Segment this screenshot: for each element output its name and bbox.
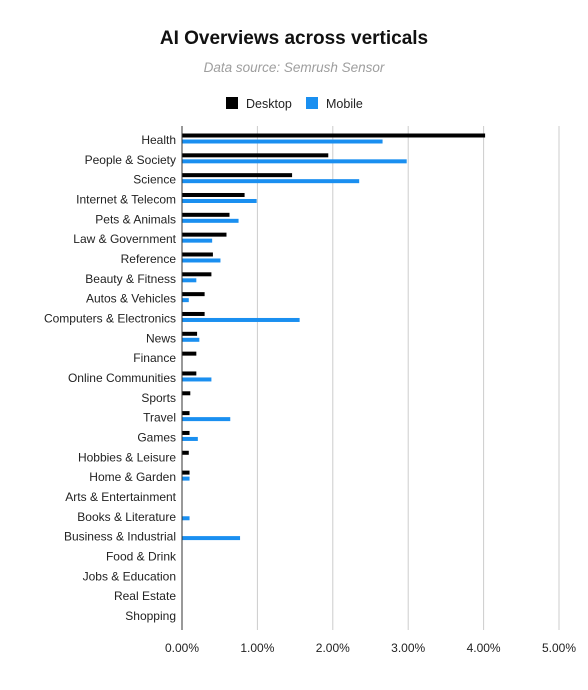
x-tick-label: 4.00% xyxy=(467,641,501,655)
bar-desktop-home-and-garden xyxy=(182,470,190,475)
bar-mobile-games xyxy=(182,436,198,441)
x-tick-label: 3.00% xyxy=(391,641,425,655)
gridlines xyxy=(256,126,560,630)
bar-mobile-pets-and-animals xyxy=(182,218,239,223)
category-label-computers-and-electronics: Computers & Electronics xyxy=(44,311,176,325)
bar-desktop-internet-and-telecom xyxy=(182,192,245,197)
bar-desktop-sports xyxy=(182,391,191,396)
legend-label-mobile: Mobile xyxy=(326,97,363,111)
category-label-reference: Reference xyxy=(121,252,177,266)
category-label-business-and-industrial: Business & Industrial xyxy=(64,530,176,544)
category-label-real-estate: Real Estate xyxy=(114,589,176,603)
bar-mobile-reference xyxy=(182,258,221,263)
bar-mobile-business-and-industrial xyxy=(182,536,241,541)
bar-mobile-science xyxy=(182,179,360,184)
bar-desktop-travel xyxy=(182,411,190,416)
bar-mobile-books-and-literature xyxy=(182,516,190,521)
bar-desktop-pets-and-animals xyxy=(182,212,230,217)
category-label-health: Health xyxy=(141,133,176,147)
bar-desktop-health xyxy=(182,133,486,138)
bar-mobile-autos-and-vehicles xyxy=(182,298,189,303)
bar-desktop-hobbies-and-leisure xyxy=(182,450,189,455)
bar-mobile-travel xyxy=(182,417,231,422)
category-label-finance: Finance xyxy=(133,351,176,365)
category-label-books-and-literature: Books & Literature xyxy=(77,510,176,524)
x-tick-label: 2.00% xyxy=(316,641,350,655)
category-label-hobbies-and-leisure: Hobbies & Leisure xyxy=(78,450,176,464)
category-label-travel: Travel xyxy=(143,411,176,425)
category-label-jobs-and-education: Jobs & Education xyxy=(83,569,176,583)
category-label-home-and-garden: Home & Garden xyxy=(89,470,176,484)
category-label-science: Science xyxy=(133,173,176,187)
x-tick-label: 1.00% xyxy=(240,641,274,655)
legend-swatch-desktop xyxy=(226,97,238,109)
category-label-sports: Sports xyxy=(141,391,176,405)
category-label-arts-and-entertainment: Arts & Entertainment xyxy=(65,490,176,504)
bar-desktop-beauty-and-fitness xyxy=(182,272,212,277)
bar-desktop-reference xyxy=(182,252,213,257)
category-label-beauty-and-fitness: Beauty & Fitness xyxy=(85,272,176,286)
legend-swatch-mobile xyxy=(306,97,318,109)
bar-mobile-law-and-government xyxy=(182,238,213,243)
category-label-internet-and-telecom: Internet & Telecom xyxy=(76,192,176,206)
bar-mobile-internet-and-telecom xyxy=(182,198,257,203)
bar-mobile-beauty-and-fitness xyxy=(182,278,197,283)
bar-mobile-home-and-garden xyxy=(182,476,190,481)
category-label-pets-and-animals: Pets & Animals xyxy=(95,212,176,226)
bar-desktop-people-and-society xyxy=(182,153,329,158)
chart-title: AI Overviews across verticals xyxy=(159,28,429,49)
category-label-news: News xyxy=(146,331,176,345)
category-label-people-and-society: People & Society xyxy=(85,153,176,167)
category-label-online-communities: Online Communities xyxy=(68,371,176,385)
bar-desktop-news xyxy=(182,331,198,336)
legend-label-desktop: Desktop xyxy=(246,97,292,111)
category-label-food-and-drink: Food & Drink xyxy=(106,549,177,563)
category-labels: Health People & Society Science Internet & … xyxy=(44,133,177,623)
chart-subtitle: Data source: Semrush Sensor xyxy=(203,60,385,75)
bar-mobile-online-communities xyxy=(182,377,212,382)
category-label-games: Games xyxy=(137,430,176,444)
bar-desktop-games xyxy=(182,430,190,435)
bar-mobile-computers-and-electronics xyxy=(182,317,300,322)
x-tick-label: 0.00% xyxy=(165,641,199,655)
bar-desktop-computers-and-electronics xyxy=(182,311,205,316)
bar-mobile-news xyxy=(182,337,200,342)
legend: Desktop Mobile xyxy=(226,97,363,111)
x-tick-label: 5.00% xyxy=(542,641,576,655)
bar-desktop-law-and-government xyxy=(182,232,227,237)
category-label-shopping: Shopping xyxy=(125,609,176,623)
bar-desktop-online-communities xyxy=(182,371,197,376)
category-label-law-and-government: Law & Government xyxy=(73,232,176,246)
bar-mobile-people-and-society xyxy=(182,159,407,164)
bar-mobile-health xyxy=(182,139,383,144)
category-label-autos-and-vehicles: Autos & Vehicles xyxy=(86,292,176,306)
bar-desktop-autos-and-vehicles xyxy=(182,292,205,297)
bars xyxy=(182,133,486,541)
bar-desktop-finance xyxy=(182,351,197,356)
bar-desktop-science xyxy=(182,173,293,178)
x-axis-ticks: 0.00% 1.00% 2.00% 3.00% 4.00% 5.00% xyxy=(165,641,576,655)
